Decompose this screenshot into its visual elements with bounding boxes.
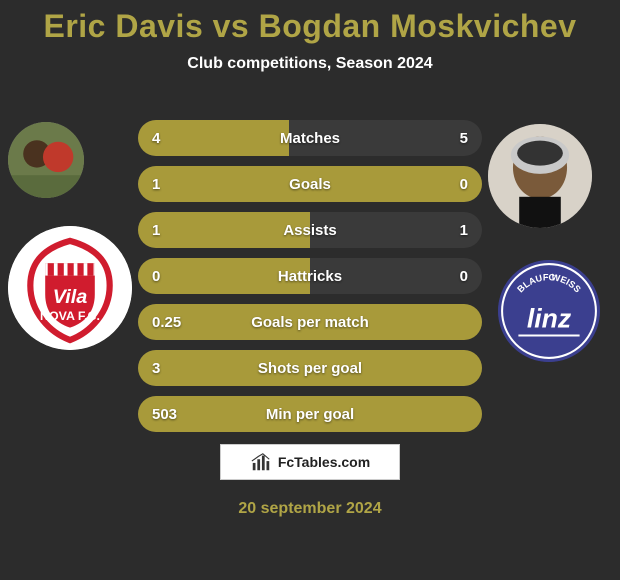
fctables-brand-text: FcTables.com — [278, 454, 370, 470]
stat-value-right: 1 — [460, 212, 468, 248]
subtitle: Club competitions, Season 2024 — [0, 55, 620, 73]
vila-nova-crest-icon: Vila NOVA F.C. — [8, 226, 132, 350]
footer-date: 20 september 2024 — [0, 500, 620, 518]
stat-value-right: 0 — [460, 166, 468, 202]
stat-row: 503Min per goal — [138, 396, 482, 432]
stat-value-right: 0 — [460, 258, 468, 294]
stat-label: Assists — [138, 212, 482, 248]
stat-label: Goals per match — [138, 304, 482, 340]
stat-label: Hattricks — [138, 258, 482, 294]
bar-chart-icon — [250, 451, 272, 473]
stat-row: 1Assists1 — [138, 212, 482, 248]
stat-label: Matches — [138, 120, 482, 156]
stat-row: 3Shots per goal — [138, 350, 482, 386]
stat-label: Goals — [138, 166, 482, 202]
player-left-avatar — [8, 122, 84, 198]
stat-row: 0Hattricks0 — [138, 258, 482, 294]
stats-comparison-table: 4Matches51Goals01Assists10Hattricks00.25… — [138, 120, 482, 442]
player-left-club-badge: Vila NOVA F.C. — [8, 226, 132, 350]
stat-row: 4Matches5 — [138, 120, 482, 156]
svg-text:linz: linz — [527, 303, 572, 333]
stat-row: 0.25Goals per match — [138, 304, 482, 340]
blau-weiss-linz-crest-icon: FC BLAU · WEISS linz — [498, 260, 600, 362]
page-title: Eric Davis vs Bogdan Moskvichev — [0, 0, 620, 45]
avatar-placeholder-icon — [488, 124, 592, 228]
stat-row: 1Goals0 — [138, 166, 482, 202]
player-right-club-badge: FC BLAU · WEISS linz — [498, 260, 600, 362]
stat-label: Min per goal — [138, 396, 482, 432]
player-right-avatar — [488, 124, 592, 228]
fctables-logo[interactable]: FcTables.com — [220, 444, 400, 480]
stat-value-right: 5 — [460, 120, 468, 156]
svg-text:Vila: Vila — [53, 286, 88, 308]
stat-label: Shots per goal — [138, 350, 482, 386]
svg-text:NOVA F.C.: NOVA F.C. — [40, 309, 100, 323]
avatar-placeholder-icon — [8, 122, 84, 198]
